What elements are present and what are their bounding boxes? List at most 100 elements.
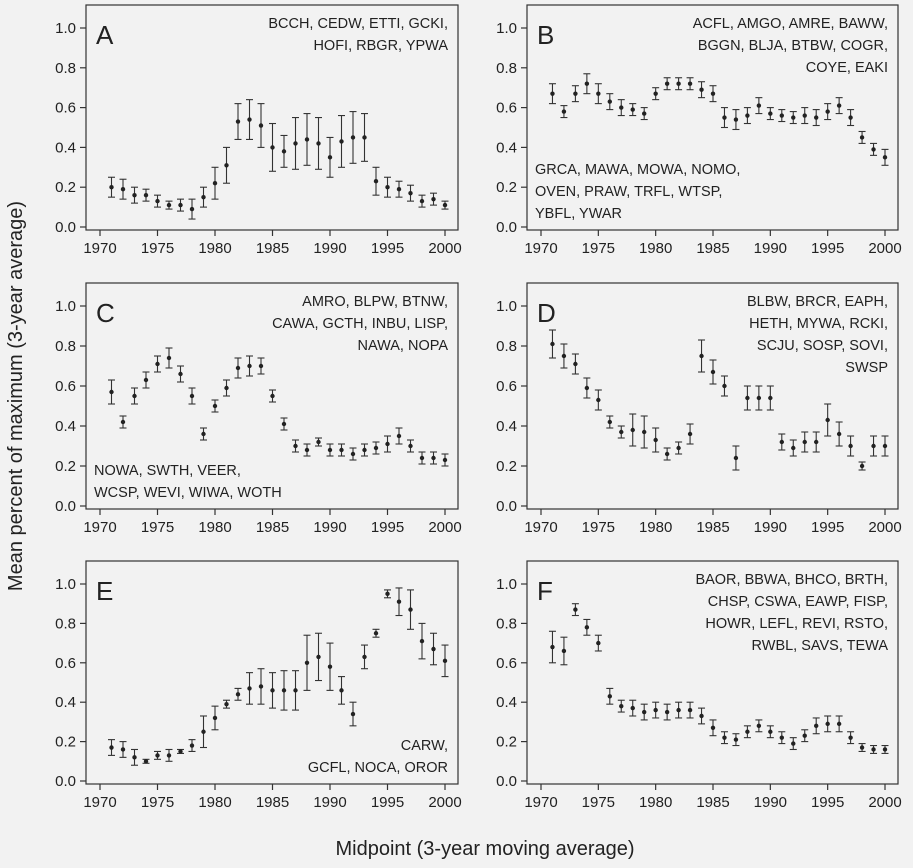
panel-d: 0.0 0.2 0.4 0.6 0.8 1.0 1970 1975 1980 1985 1990 19… xyxy=(496,282,902,536)
mean-marker xyxy=(304,660,310,665)
mean-marker xyxy=(339,139,344,144)
mean-marker xyxy=(561,353,567,359)
data-point xyxy=(234,357,242,379)
mean-marker xyxy=(224,163,229,168)
data-point xyxy=(142,188,150,202)
mean-marker xyxy=(550,91,555,96)
species-list-line: ACFL, AMGO, AMRE, BAWW, xyxy=(693,16,888,32)
data-point xyxy=(430,192,437,206)
data-point xyxy=(349,701,357,727)
mean-marker xyxy=(871,147,876,152)
x-tick-label: 1990 xyxy=(313,240,346,257)
y-tick-label: 0.6 xyxy=(55,655,76,672)
mean-marker xyxy=(756,103,762,108)
mean-marker xyxy=(120,419,126,425)
data-point xyxy=(858,130,866,144)
x-tick-label: 1995 xyxy=(811,794,844,811)
y-tick-label: 0.8 xyxy=(55,60,76,77)
data-point xyxy=(430,632,437,666)
y-tick-label: 0.4 xyxy=(496,418,517,435)
data-point xyxy=(881,148,889,166)
x-tick-label: 1970 xyxy=(83,519,116,536)
mean-marker xyxy=(607,694,612,699)
data-point xyxy=(720,731,728,745)
mean-marker xyxy=(258,684,264,689)
data-point xyxy=(686,77,694,91)
mean-marker xyxy=(859,135,865,140)
data-point xyxy=(407,184,414,202)
data-point xyxy=(801,431,809,453)
y-tick-label: 0.6 xyxy=(496,100,517,117)
data-point xyxy=(418,451,426,465)
data-point xyxy=(372,166,380,196)
species-list-line: RWBL, SAVS, TEWA xyxy=(752,638,889,654)
mean-marker xyxy=(836,431,842,437)
data-point xyxy=(165,347,173,369)
x-tick-label: 2000 xyxy=(868,519,901,536)
species-list-line: GRCA, MAWA, MOWA, NOMO, xyxy=(535,162,740,178)
mean-marker xyxy=(848,443,853,449)
mean-marker xyxy=(619,429,624,435)
mean-marker xyxy=(664,81,670,86)
y-tick-label: 0.2 xyxy=(55,179,76,196)
x-tick-label: 1990 xyxy=(754,794,787,811)
panel-b: 0.0 0.2 0.4 0.6 0.8 1.0 1970 1975 1980 1985 1990 19… xyxy=(496,4,902,257)
panel-letter: F xyxy=(537,576,553,606)
data-point xyxy=(246,672,253,705)
mean-marker xyxy=(442,457,448,463)
mean-marker xyxy=(373,179,379,184)
mean-marker xyxy=(825,109,830,114)
data-point xyxy=(418,194,426,208)
data-point xyxy=(571,85,579,103)
mean-marker xyxy=(722,383,727,389)
mean-marker xyxy=(350,451,356,457)
mean-marker xyxy=(235,119,241,124)
mean-marker xyxy=(848,115,853,120)
data-point xyxy=(223,699,230,709)
data-point xyxy=(326,443,334,457)
data-point xyxy=(640,703,648,721)
data-point xyxy=(119,741,127,758)
mean-marker xyxy=(293,688,298,693)
data-point xyxy=(789,111,797,125)
data-point xyxy=(755,719,763,733)
data-point xyxy=(131,748,138,766)
data-point xyxy=(789,737,797,751)
mean-marker xyxy=(573,91,578,96)
data-point xyxy=(870,142,878,156)
x-tick-label: 1980 xyxy=(639,240,672,257)
species-list-line: BLBW, BRCR, EAPH, xyxy=(747,294,888,310)
mean-marker xyxy=(442,658,448,664)
data-point xyxy=(349,447,357,461)
mean-marker xyxy=(699,353,704,359)
data-point xyxy=(743,385,751,411)
mean-marker xyxy=(212,715,218,721)
data-point xyxy=(361,443,368,457)
mean-marker xyxy=(408,190,413,196)
mean-marker xyxy=(642,709,647,715)
species-list-line: CAWA, GCTH, INBU, LISP, xyxy=(272,316,448,332)
mean-marker xyxy=(676,445,681,451)
mean-marker xyxy=(431,455,436,461)
x-tick-label: 2000 xyxy=(868,794,901,811)
mean-marker xyxy=(247,363,252,369)
data-point xyxy=(858,461,866,471)
x-tick-label: 1985 xyxy=(256,519,289,536)
y-tick-label: 1.0 xyxy=(496,20,517,37)
data-point xyxy=(269,389,276,403)
mean-marker xyxy=(848,735,853,740)
data-point xyxy=(315,117,322,170)
mean-marker xyxy=(304,447,310,453)
mean-marker xyxy=(550,644,555,650)
mean-marker xyxy=(350,711,356,717)
data-point xyxy=(778,731,786,745)
mean-marker xyxy=(710,91,716,96)
data-point xyxy=(303,113,311,166)
mean-marker xyxy=(825,417,830,423)
y-tick-label: 0.4 xyxy=(496,139,517,156)
data-point xyxy=(720,375,728,397)
y-tick-label: 0.0 xyxy=(55,498,76,515)
panel-letter: A xyxy=(96,20,114,50)
data-point xyxy=(858,743,866,753)
data-point xyxy=(108,176,115,198)
